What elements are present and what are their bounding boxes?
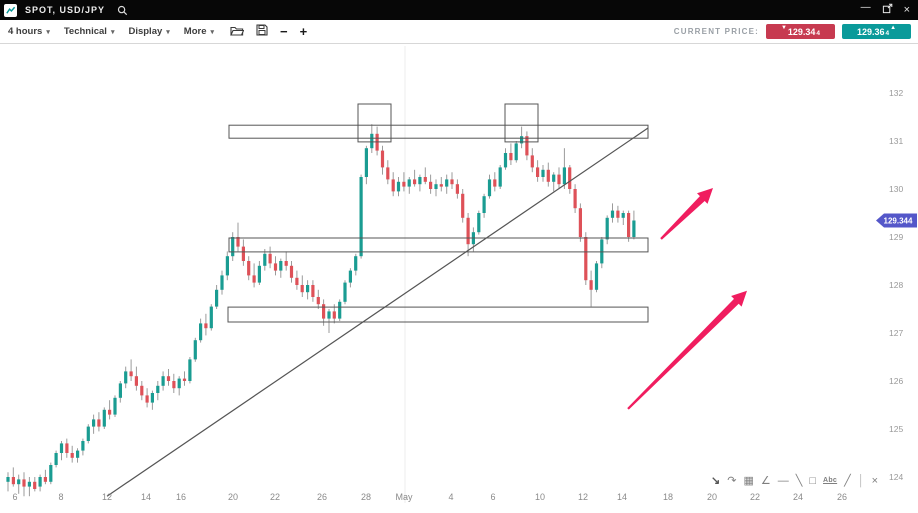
date-tick: 20 bbox=[707, 492, 717, 502]
date-tick: 18 bbox=[663, 492, 673, 502]
toolbar-separator: │ bbox=[857, 475, 865, 487]
rectangle-tool[interactable]: □ bbox=[809, 475, 816, 487]
drawing-toolbar: ↘ ↷ ▦ ∠ — ╲ □ Abc ╱ │ × bbox=[711, 472, 878, 490]
price-tick: 127 bbox=[889, 328, 903, 338]
logo-chartline-icon bbox=[6, 6, 16, 14]
price-tick: 131 bbox=[889, 136, 903, 146]
top-box-2[interactable] bbox=[504, 103, 539, 143]
date-tick: 26 bbox=[317, 492, 327, 502]
date-tick: May bbox=[395, 492, 413, 502]
date-tick: 16 bbox=[176, 492, 186, 502]
date-tick: 12 bbox=[578, 492, 588, 502]
chart-toolbar: 4 hours ▾ Technical ▾ Display ▾ More ▾ bbox=[0, 20, 918, 44]
date-tick: 8 bbox=[58, 492, 63, 502]
price-tick: 130 bbox=[889, 184, 903, 194]
date-tick: 10 bbox=[535, 492, 545, 502]
timeframe-dropdown[interactable]: 4 hours ▾ bbox=[8, 26, 50, 37]
zoom-in-button[interactable]: + bbox=[299, 24, 308, 39]
arrow-down-icon: ▼ bbox=[780, 25, 787, 31]
top-box-1[interactable] bbox=[357, 103, 392, 143]
bid-pip-digit: 4 bbox=[816, 30, 821, 37]
arrow-tool[interactable]: ↘ bbox=[711, 475, 721, 487]
date-tick: 24 bbox=[793, 492, 803, 502]
svg-text:129.344: 129.344 bbox=[884, 217, 913, 226]
arrow-up-icon: ▲ bbox=[890, 25, 897, 31]
window-title: SPOT, USD/JPY bbox=[25, 5, 106, 15]
date-tick: 14 bbox=[617, 492, 627, 502]
ask-price-value: 129.36 bbox=[856, 26, 885, 37]
popout-icon[interactable] bbox=[882, 3, 893, 17]
candles-layer bbox=[6, 124, 636, 497]
curve-tool[interactable]: ↷ bbox=[727, 475, 737, 487]
more-dropdown[interactable]: More ▾ bbox=[183, 26, 214, 37]
current-price-label: CURRENT PRICE: bbox=[673, 27, 759, 36]
open-file-icon[interactable] bbox=[230, 23, 245, 41]
title-bar: SPOT, USD/JPY — × bbox=[0, 0, 918, 20]
date-tick: 20 bbox=[228, 492, 238, 502]
date-tick: 12 bbox=[102, 492, 112, 502]
search-icon[interactable] bbox=[117, 5, 128, 16]
date-tick: 22 bbox=[270, 492, 280, 502]
ask-pip-digit: 4 bbox=[885, 30, 890, 37]
save-icon[interactable] bbox=[256, 23, 268, 41]
horizontal-line-tool[interactable]: — bbox=[777, 475, 789, 487]
chevron-down-icon: ▾ bbox=[110, 28, 115, 36]
current-price-tag: 129.344 bbox=[876, 213, 917, 228]
date-tick: 6 bbox=[12, 492, 17, 502]
date-tick: 22 bbox=[750, 492, 760, 502]
trendline-tool[interactable]: ╲ bbox=[795, 475, 803, 487]
angle-tool[interactable]: ∠ bbox=[760, 475, 771, 487]
price-tick: 132 bbox=[889, 88, 903, 98]
price-tick: 124 bbox=[889, 472, 903, 482]
bid-price-value: 129.34 bbox=[787, 26, 816, 37]
app-logo bbox=[4, 3, 17, 17]
resistance-zone[interactable] bbox=[228, 124, 649, 139]
ask-price-badge: 129.36 4 ▲ bbox=[842, 24, 911, 39]
chevron-down-icon: ▾ bbox=[46, 28, 50, 36]
grid-tool[interactable]: ▦ bbox=[743, 475, 754, 487]
ray-tool[interactable]: ╱ bbox=[844, 475, 851, 487]
price-axis: 132 131 130 129 128 127 126 125 124 bbox=[889, 88, 903, 482]
bullish-arrow-2[interactable] bbox=[627, 290, 747, 410]
text-tool[interactable]: Abc bbox=[823, 477, 838, 484]
close-toolbar-button[interactable]: × bbox=[871, 475, 879, 487]
close-icon[interactable]: × bbox=[903, 3, 910, 16]
price-tick: 128 bbox=[889, 280, 903, 290]
annotations-layer bbox=[106, 103, 747, 497]
chevron-down-icon: ▾ bbox=[210, 28, 214, 36]
display-dropdown[interactable]: Display ▾ bbox=[128, 26, 170, 37]
date-tick: 6 bbox=[490, 492, 495, 502]
bullish-arrow-1[interactable] bbox=[660, 188, 713, 240]
price-tick: 126 bbox=[889, 376, 903, 386]
date-tick: 14 bbox=[141, 492, 151, 502]
zoom-out-button[interactable]: − bbox=[280, 24, 288, 39]
price-tick: 125 bbox=[889, 424, 903, 434]
date-tick: 26 bbox=[837, 492, 847, 502]
date-tick: 4 bbox=[448, 492, 453, 502]
price-tick: 129 bbox=[889, 232, 903, 242]
technical-dropdown[interactable]: Technical ▾ bbox=[63, 26, 115, 37]
ascending-trendline[interactable] bbox=[106, 127, 649, 497]
support-zone-2[interactable] bbox=[227, 306, 649, 323]
support-zone-1[interactable] bbox=[228, 237, 649, 253]
date-axis: 6 8 12 14 16 20 22 26 28 May 4 6 10 12 14 18 20 22 24 26 bbox=[12, 492, 847, 502]
date-tick: 28 bbox=[361, 492, 371, 502]
minimize-icon[interactable]: — bbox=[860, 2, 871, 13]
chevron-down-icon: ▾ bbox=[166, 28, 170, 36]
bid-price-badge: ▼ 129.34 4 bbox=[766, 24, 835, 39]
